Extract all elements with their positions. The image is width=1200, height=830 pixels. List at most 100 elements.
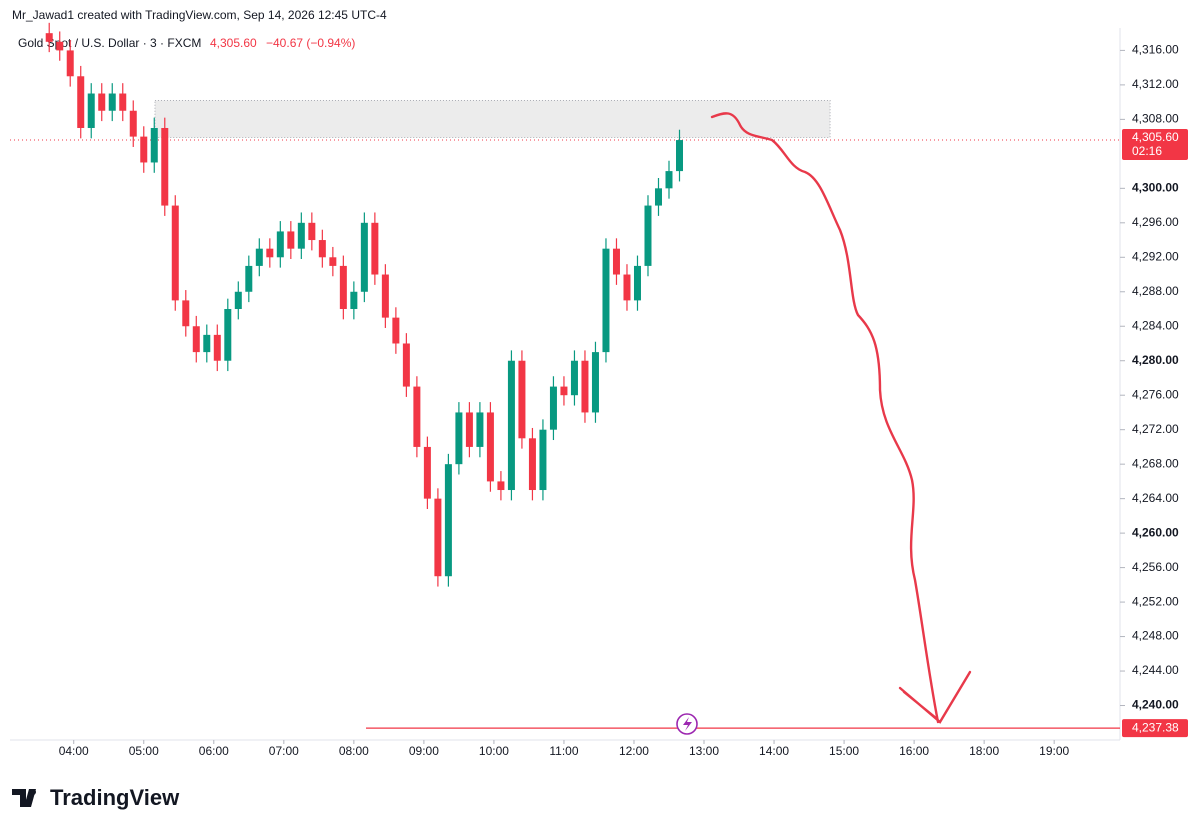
candle-body: [192, 326, 200, 353]
candle-body: [119, 93, 127, 111]
candle-body: [665, 171, 673, 189]
x-tick-label: 16:00: [899, 744, 929, 758]
candle-body: [465, 412, 473, 447]
y-tick-label: 4,288.00: [1132, 284, 1179, 298]
candle-body: [318, 240, 326, 258]
candle-body: [570, 360, 578, 396]
change: −40.67 (−0.94%): [266, 36, 355, 50]
candle-body: [297, 222, 305, 249]
x-tick-label: 10:00: [479, 744, 509, 758]
candle-body: [98, 93, 106, 111]
candle-body: [633, 265, 641, 301]
y-tick-label: 4,252.00: [1132, 594, 1179, 608]
drawn-arrow: [710, 112, 940, 724]
candle-body: [591, 352, 599, 413]
plot: 4,316.00 4,312.00 4,308.00 4,300.00 4,296.00…: [10, 22, 1188, 758]
x-tick-label: 13:00: [689, 744, 719, 758]
candle-body: [676, 140, 684, 172]
candle-body: [560, 386, 568, 396]
x-tick-label: 14:00: [759, 744, 789, 758]
logo-text: TradingView: [50, 785, 180, 810]
logo-dot: [30, 789, 36, 795]
x-tick-label: 15:00: [829, 744, 859, 758]
target-label-box: [1122, 719, 1188, 738]
candle-body: [255, 248, 263, 266]
candle-body: [140, 136, 148, 163]
candle-body: [350, 291, 358, 310]
price-label: 4,305.60: [1132, 130, 1179, 144]
y-tick-label: 4,248.00: [1132, 629, 1179, 643]
candle-body: [434, 498, 442, 577]
candle-body: [581, 360, 589, 413]
y-tick-label: 4,276.00: [1132, 387, 1179, 401]
x-tick-label: 08:00: [339, 744, 369, 758]
candle-body: [602, 248, 610, 353]
candle-body: [266, 248, 274, 258]
candle-body: [339, 265, 347, 310]
y-tick-label: 4,240.00: [1132, 698, 1179, 712]
x-tick-label: 05:00: [129, 744, 159, 758]
y-tick-label: 4,268.00: [1132, 456, 1179, 470]
candle-body: [486, 412, 494, 482]
candle-body: [203, 334, 211, 353]
target-label: 4,237.38: [1132, 720, 1179, 734]
candle-body: [108, 93, 116, 111]
price-label-box: [1122, 129, 1188, 161]
candle-body: [518, 360, 526, 439]
last-price: 4,305.60: [210, 36, 257, 50]
symbol: Gold Spot / U.S. Dollar · 3 · FXCM: [18, 36, 201, 50]
y-tick-label: 4,296.00: [1132, 215, 1179, 229]
candle-body: [360, 222, 368, 292]
x-tick-label: 07:00: [269, 744, 299, 758]
candle-body: [549, 386, 557, 430]
y-tick-label: 4,312.00: [1132, 77, 1179, 91]
x-tick-label: 06:00: [199, 744, 229, 758]
candle-body: [182, 300, 190, 327]
x-tick-label: 09:00: [409, 744, 439, 758]
candle-body: [402, 343, 410, 387]
x-tick-label: 12:00: [619, 744, 649, 758]
candle-body: [129, 110, 137, 137]
candle-body: [413, 386, 421, 447]
candle-body: [213, 334, 221, 361]
candle-body: [455, 412, 463, 465]
y-tick-label: 4,316.00: [1132, 43, 1179, 57]
y-tick-label: 4,264.00: [1132, 491, 1179, 505]
y-tick-label: 4,284.00: [1132, 318, 1179, 332]
candle-body: [276, 231, 284, 258]
candle-body: [497, 481, 505, 491]
arrow-head: [898, 670, 972, 724]
candle-body: [528, 438, 536, 491]
y-tick-label: 4,244.00: [1132, 663, 1179, 677]
candle-body: [476, 412, 484, 447]
candle-body: [150, 127, 158, 163]
supply-zone: [154, 100, 831, 138]
candle-body: [87, 93, 95, 128]
candle-body: [45, 33, 53, 42]
candle-body: [329, 257, 337, 266]
candle-body: [644, 205, 652, 266]
candle-body: [287, 231, 295, 249]
credit: Mr_Jawad1 created with TradingView.com, …: [12, 8, 387, 22]
y-tick-label: 4,292.00: [1132, 249, 1179, 263]
candle-body: [77, 76, 85, 128]
y-tick-label: 4,272.00: [1132, 422, 1179, 436]
candle-body: [224, 309, 232, 361]
candle-body: [161, 127, 169, 206]
candle-body: [381, 274, 389, 318]
candle-body: [612, 248, 620, 275]
candle-body: [66, 50, 74, 77]
candle-body: [507, 360, 515, 491]
x-tick-label: 11:00: [549, 744, 578, 758]
candle-body: [539, 429, 547, 491]
candle-body: [171, 205, 179, 301]
y-tick-label: 4,300.00: [1132, 181, 1179, 195]
price-countdown: 02:16: [1132, 144, 1162, 158]
x-tick-label: 04:00: [59, 744, 89, 758]
candle-body: [56, 41, 64, 51]
event-bolt: [683, 717, 692, 731]
candle-body: [423, 446, 431, 499]
candle-body: [371, 222, 379, 275]
